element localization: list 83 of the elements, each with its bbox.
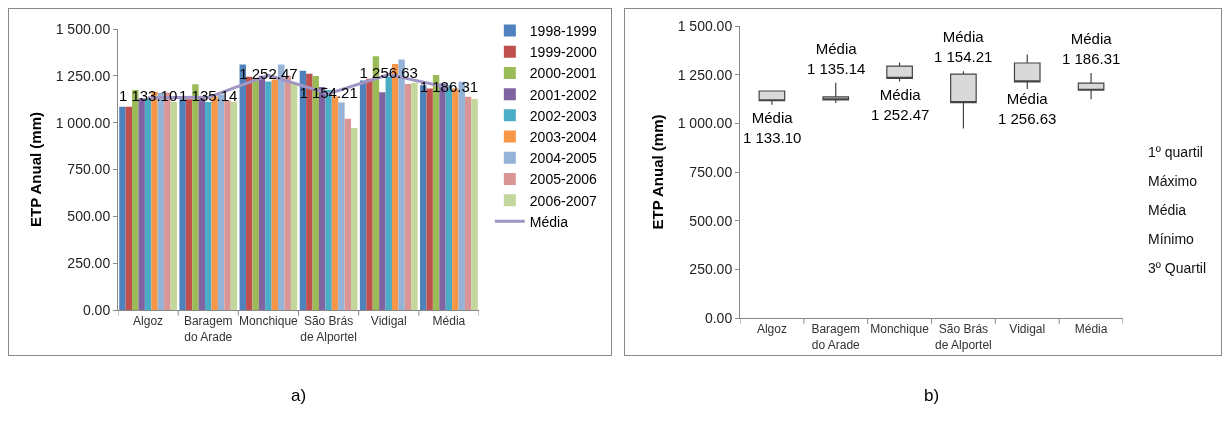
legend-label: 2003-2004 bbox=[529, 129, 597, 146]
y-tick-label: 1 500.00 bbox=[55, 20, 111, 37]
bar bbox=[170, 102, 177, 310]
y-tick-label: 250.00 bbox=[67, 255, 111, 272]
text: b) bbox=[924, 386, 940, 405]
x-tick-label: Média bbox=[432, 314, 466, 329]
bar bbox=[271, 79, 279, 310]
x-tick-label: Algoz bbox=[756, 322, 787, 337]
legend-label: Média bbox=[529, 213, 569, 230]
x-tick-label: Vidigal bbox=[1009, 322, 1046, 337]
x-tick-label: São Brás de Alportel bbox=[935, 322, 992, 352]
annotation: Média 1 133.10 bbox=[743, 109, 802, 146]
bar bbox=[471, 99, 478, 310]
y-axis-title: ETP Anual (mm) bbox=[26, 111, 44, 228]
legend-label: 2005-2006 bbox=[529, 171, 597, 188]
bar bbox=[125, 106, 133, 310]
bar bbox=[205, 102, 212, 310]
y-tick-label: 1 500.00 bbox=[677, 17, 733, 34]
bar bbox=[379, 92, 386, 310]
bar bbox=[299, 70, 307, 310]
text: 1º quartil bbox=[1148, 144, 1203, 160]
bar bbox=[366, 78, 373, 310]
legend-label: 2001-2002 bbox=[529, 86, 597, 103]
text: 3º Quartil bbox=[1148, 260, 1207, 276]
legend-label: 2004-2005 bbox=[529, 150, 597, 167]
annotation: Média 1 154.21 bbox=[934, 28, 993, 65]
x-tick-label: Baragem do Arade bbox=[811, 322, 861, 352]
x-tick-label: Monchique bbox=[870, 322, 930, 337]
bar bbox=[252, 77, 259, 310]
annotation: Média 1 252.47 bbox=[871, 86, 930, 123]
data-label: 1 135.14 bbox=[179, 87, 238, 105]
data-label: 1 133.10 bbox=[118, 87, 178, 105]
bar bbox=[306, 73, 313, 310]
y-tick-label: 500.00 bbox=[689, 212, 733, 229]
x-tick-label: Baragem do Arade bbox=[183, 314, 233, 344]
bar bbox=[411, 82, 418, 310]
bar bbox=[331, 96, 339, 310]
annotation: Média 1 135.14 bbox=[807, 40, 866, 77]
data-label: 1 256.63 bbox=[359, 64, 418, 82]
x-tick-label: Média bbox=[1074, 322, 1108, 337]
bar bbox=[245, 76, 253, 310]
y-tick-label: 1 250.00 bbox=[55, 67, 111, 84]
y-tick-label: 750.00 bbox=[689, 163, 733, 180]
legend-label: 2002-2003 bbox=[529, 107, 597, 124]
bar bbox=[185, 99, 193, 310]
y-tick-label: 0.00 bbox=[82, 301, 111, 318]
y-tick-label: 750.00 bbox=[67, 161, 111, 178]
bar bbox=[351, 128, 358, 310]
bar bbox=[359, 80, 367, 310]
x-tick-label: Algoz bbox=[133, 314, 164, 329]
text: a) bbox=[291, 386, 307, 405]
annotation: Média 1 186.31 bbox=[1062, 30, 1121, 67]
bar bbox=[385, 76, 392, 310]
y-tick-label: 0.00 bbox=[704, 309, 733, 326]
bar bbox=[230, 102, 238, 310]
bar bbox=[239, 64, 246, 310]
legend-label: 2006-2007 bbox=[529, 192, 597, 209]
y-tick-label: 1 000.00 bbox=[677, 115, 733, 132]
bar bbox=[426, 88, 433, 310]
legend-label: 1998-1999 bbox=[529, 23, 597, 40]
bar bbox=[338, 102, 345, 310]
y-tick-label: 250.00 bbox=[689, 261, 733, 278]
y-tick-label: 500.00 bbox=[67, 208, 111, 225]
bar bbox=[179, 99, 186, 310]
legend-label: 2000-2001 bbox=[529, 65, 597, 82]
y-tick-label: 1 000.00 bbox=[55, 114, 111, 131]
y-axis-title: ETP Anual (mm) bbox=[648, 114, 666, 230]
bar bbox=[290, 82, 298, 310]
x-tick-label: Vidigal bbox=[370, 314, 407, 329]
text: Mínimo bbox=[1148, 231, 1195, 247]
text: Máximo bbox=[1148, 173, 1198, 189]
bar bbox=[464, 96, 472, 310]
text: Média bbox=[1148, 202, 1187, 218]
y-tick-label: 1 250.00 bbox=[677, 66, 733, 83]
x-tick-label: São Brás de Alportel bbox=[300, 314, 357, 344]
bar bbox=[344, 118, 352, 310]
bar bbox=[265, 81, 272, 310]
legend-label: 1999-2000 bbox=[529, 44, 597, 61]
bar bbox=[119, 106, 126, 310]
annotation: Média 1 256.63 bbox=[998, 90, 1057, 127]
bar bbox=[224, 100, 231, 310]
bar bbox=[404, 84, 412, 310]
x-tick-label: Monchique bbox=[239, 314, 299, 329]
